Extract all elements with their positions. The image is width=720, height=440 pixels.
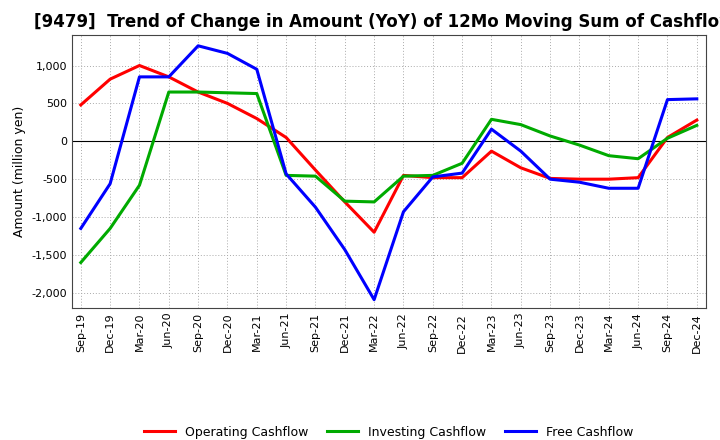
Operating Cashflow xyxy=(487,148,496,154)
Free Cashflow xyxy=(311,205,320,210)
Free Cashflow xyxy=(399,209,408,214)
Free Cashflow xyxy=(135,74,144,80)
Operating Cashflow xyxy=(223,101,232,106)
Free Cashflow xyxy=(428,174,437,180)
Operating Cashflow xyxy=(135,63,144,68)
Free Cashflow xyxy=(106,181,114,187)
Investing Cashflow xyxy=(311,173,320,179)
Investing Cashflow xyxy=(693,123,701,128)
Line: Operating Cashflow: Operating Cashflow xyxy=(81,66,697,232)
Investing Cashflow xyxy=(605,153,613,158)
Free Cashflow xyxy=(487,127,496,132)
Free Cashflow xyxy=(693,96,701,102)
Investing Cashflow xyxy=(634,156,642,161)
Investing Cashflow xyxy=(428,173,437,178)
Free Cashflow xyxy=(282,171,290,176)
Investing Cashflow xyxy=(223,90,232,95)
Free Cashflow xyxy=(546,176,554,182)
Operating Cashflow xyxy=(546,176,554,181)
Investing Cashflow xyxy=(370,199,379,205)
Investing Cashflow xyxy=(341,198,349,204)
Free Cashflow xyxy=(370,297,379,302)
Investing Cashflow xyxy=(575,143,584,148)
Operating Cashflow xyxy=(106,77,114,82)
Investing Cashflow xyxy=(546,133,554,139)
Free Cashflow xyxy=(253,66,261,72)
Operating Cashflow xyxy=(282,135,290,140)
Operating Cashflow xyxy=(634,175,642,180)
Free Cashflow xyxy=(194,43,202,48)
Operating Cashflow xyxy=(76,102,85,107)
Line: Free Cashflow: Free Cashflow xyxy=(81,46,697,300)
Operating Cashflow xyxy=(341,199,349,205)
Investing Cashflow xyxy=(253,91,261,96)
Free Cashflow xyxy=(575,180,584,185)
Operating Cashflow xyxy=(575,176,584,182)
Operating Cashflow xyxy=(693,117,701,123)
Free Cashflow xyxy=(164,74,173,80)
Investing Cashflow xyxy=(164,89,173,95)
Investing Cashflow xyxy=(135,183,144,188)
Free Cashflow xyxy=(76,226,85,231)
Y-axis label: Amount (million yen): Amount (million yen) xyxy=(13,106,26,237)
Investing Cashflow xyxy=(458,161,467,166)
Line: Investing Cashflow: Investing Cashflow xyxy=(81,92,697,263)
Operating Cashflow xyxy=(458,175,467,180)
Operating Cashflow xyxy=(516,165,525,170)
Free Cashflow xyxy=(663,97,672,102)
Free Cashflow xyxy=(341,247,349,252)
Investing Cashflow xyxy=(399,173,408,179)
Free Cashflow xyxy=(516,148,525,154)
Investing Cashflow xyxy=(663,136,672,141)
Operating Cashflow xyxy=(370,230,379,235)
Legend: Operating Cashflow, Investing Cashflow, Free Cashflow: Operating Cashflow, Investing Cashflow, … xyxy=(139,421,639,440)
Investing Cashflow xyxy=(282,173,290,178)
Operating Cashflow xyxy=(311,168,320,173)
Title: [9479]  Trend of Change in Amount (YoY) of 12Mo Moving Sum of Cashflows: [9479] Trend of Change in Amount (YoY) o… xyxy=(34,13,720,31)
Investing Cashflow xyxy=(194,89,202,95)
Operating Cashflow xyxy=(663,135,672,140)
Operating Cashflow xyxy=(428,175,437,180)
Investing Cashflow xyxy=(487,117,496,122)
Operating Cashflow xyxy=(253,116,261,121)
Investing Cashflow xyxy=(106,226,114,231)
Investing Cashflow xyxy=(76,260,85,265)
Free Cashflow xyxy=(634,186,642,191)
Operating Cashflow xyxy=(164,74,173,80)
Operating Cashflow xyxy=(605,176,613,182)
Free Cashflow xyxy=(605,186,613,191)
Free Cashflow xyxy=(458,170,467,176)
Operating Cashflow xyxy=(194,89,202,95)
Free Cashflow xyxy=(223,51,232,56)
Investing Cashflow xyxy=(516,122,525,127)
Operating Cashflow xyxy=(399,173,408,178)
